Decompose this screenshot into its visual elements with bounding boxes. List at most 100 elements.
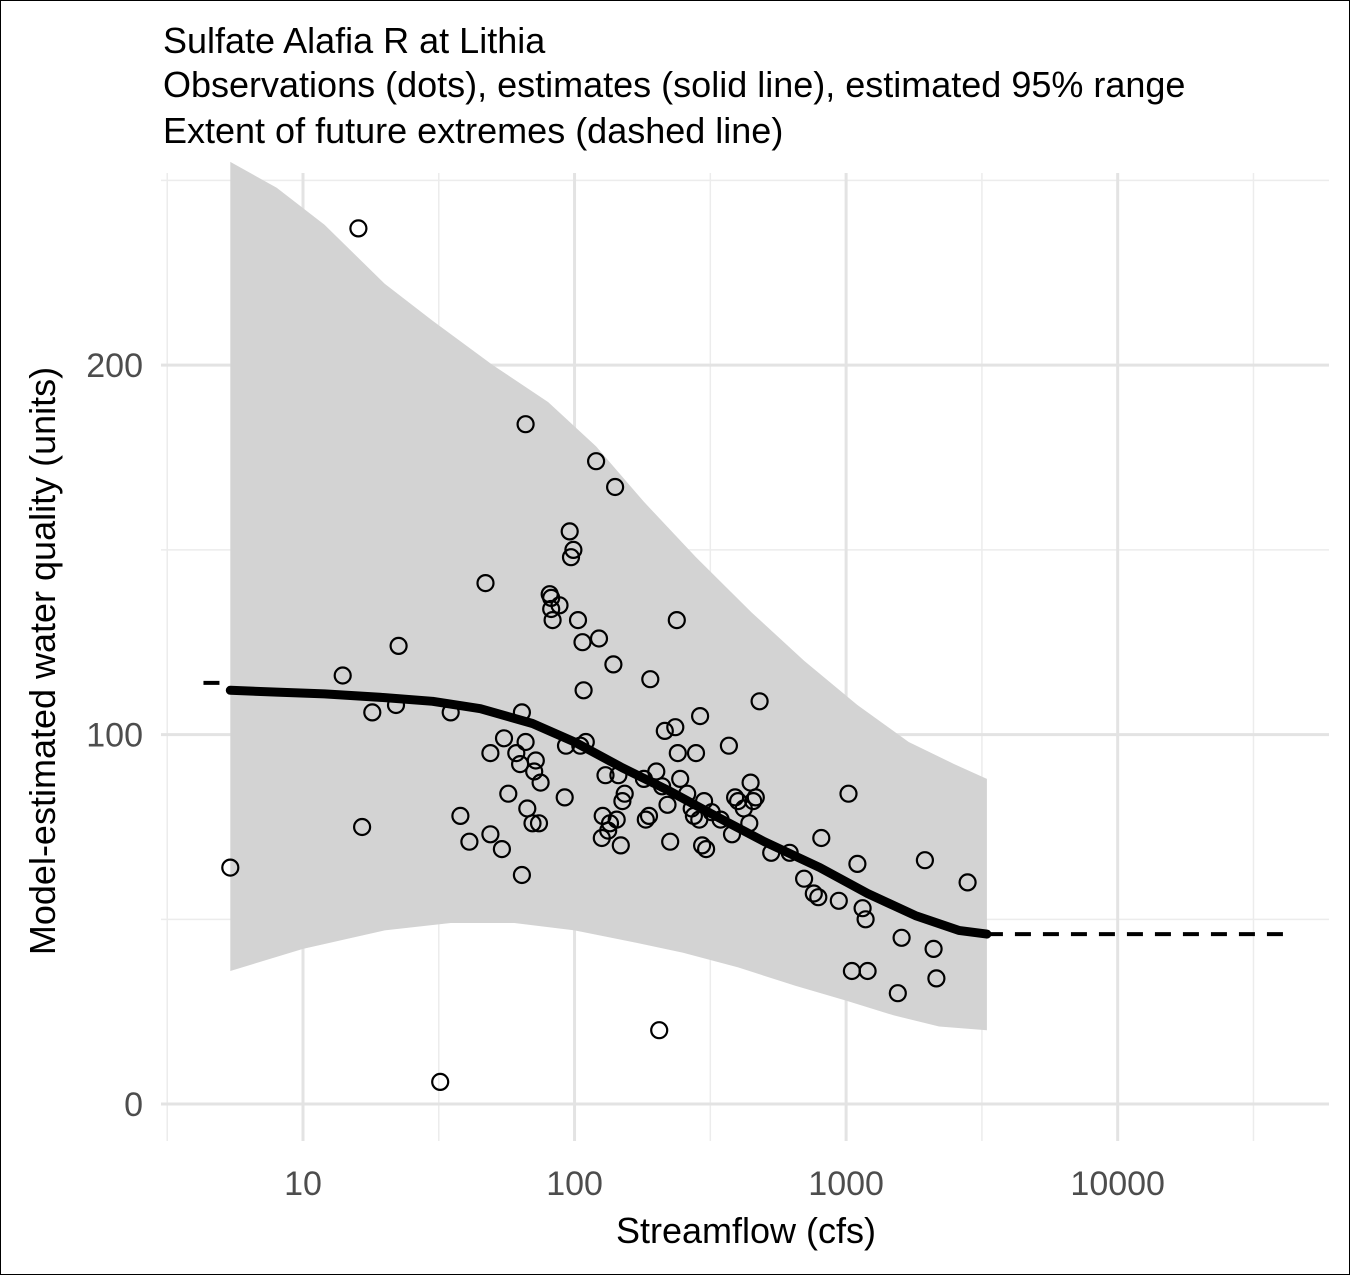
observation-point bbox=[609, 766, 628, 785]
observation-point bbox=[531, 773, 550, 792]
y-axis-title: Model-estimated water quality (units) bbox=[22, 367, 63, 955]
observation-point bbox=[476, 573, 495, 593]
observation-point bbox=[762, 843, 781, 862]
observation-point bbox=[639, 806, 659, 826]
observation-point bbox=[568, 610, 588, 630]
observation-point bbox=[915, 851, 935, 870]
observation-point bbox=[856, 910, 875, 929]
observation-point bbox=[958, 873, 977, 892]
observation-point bbox=[750, 692, 769, 711]
observation-point bbox=[333, 666, 352, 685]
observation-point bbox=[746, 788, 765, 807]
observation-point bbox=[611, 836, 630, 855]
observation-point bbox=[839, 784, 858, 803]
observation-point bbox=[451, 806, 470, 826]
observation-point bbox=[671, 769, 690, 789]
observation-point bbox=[556, 736, 576, 755]
observation-point bbox=[892, 928, 911, 947]
observation-point bbox=[507, 743, 526, 763]
observation-point bbox=[744, 791, 763, 811]
observation-point bbox=[516, 415, 535, 434]
observation-point bbox=[667, 610, 686, 630]
observation-point bbox=[431, 1072, 450, 1092]
observation-point bbox=[794, 869, 814, 888]
observation-point bbox=[512, 703, 532, 722]
chart-title-line-2: Observations (dots), estimates (solid li… bbox=[163, 64, 1185, 105]
observation-point bbox=[576, 732, 595, 752]
observation-point bbox=[924, 939, 943, 959]
observation-point bbox=[725, 788, 745, 807]
observation-point bbox=[573, 633, 592, 652]
observation-point bbox=[481, 825, 500, 844]
observations bbox=[221, 219, 977, 1092]
y-tick-label: 100 bbox=[86, 717, 143, 755]
observation-point bbox=[389, 636, 408, 656]
y-tick-label: 200 bbox=[86, 347, 143, 385]
observation-point bbox=[780, 843, 799, 862]
observation-point bbox=[722, 825, 742, 844]
observation-point bbox=[604, 655, 623, 674]
observation-point bbox=[641, 670, 660, 689]
observation-point bbox=[719, 736, 739, 755]
observation-point bbox=[574, 681, 593, 700]
observation-point bbox=[512, 865, 532, 885]
observation-point bbox=[542, 599, 561, 619]
observation-point bbox=[564, 540, 583, 560]
y-axis-ticks: 0 100 200 bbox=[86, 347, 143, 1124]
observation-point bbox=[690, 706, 710, 726]
future-extremes-dashed bbox=[203, 680, 1287, 937]
observation-point bbox=[605, 477, 625, 497]
observation-point bbox=[561, 548, 581, 567]
observation-point bbox=[481, 743, 500, 763]
observation-point bbox=[589, 629, 609, 648]
chart-title-line-1: Sulfate Alafia R at Lithia bbox=[163, 20, 546, 61]
observation-point bbox=[740, 814, 759, 833]
observation-point bbox=[586, 452, 606, 471]
observation-point bbox=[829, 891, 848, 910]
confidence-band-area bbox=[230, 161, 987, 1031]
x-tick-label: 10000 bbox=[1070, 1165, 1165, 1203]
chart-title-line-3: Extent of future extremes (dashed line) bbox=[163, 110, 783, 151]
observation-point bbox=[596, 766, 615, 785]
observation-point bbox=[658, 795, 677, 814]
observation-point bbox=[543, 610, 562, 630]
x-tick-label: 1000 bbox=[808, 1165, 884, 1203]
observation-point bbox=[349, 219, 368, 238]
observation-point bbox=[613, 791, 632, 811]
observation-point bbox=[516, 732, 535, 752]
x-tick-label: 10 bbox=[284, 1165, 322, 1203]
observation-point bbox=[684, 806, 704, 826]
observation-point bbox=[615, 784, 634, 803]
observation-point bbox=[353, 817, 372, 837]
x-axis-ticks: 10 100 1000 10000 bbox=[284, 1165, 1165, 1203]
observation-point bbox=[441, 703, 460, 722]
observation-point bbox=[560, 522, 579, 541]
observation-point bbox=[499, 784, 518, 803]
observation-point bbox=[858, 961, 877, 981]
observation-point bbox=[221, 858, 240, 877]
observation-point bbox=[927, 969, 946, 988]
observation-point bbox=[636, 810, 655, 829]
observation-point bbox=[696, 839, 716, 859]
confidence-band bbox=[230, 161, 987, 1031]
observation-point bbox=[812, 828, 831, 848]
observation-point bbox=[666, 718, 685, 737]
observation-point bbox=[668, 743, 687, 763]
observation-point bbox=[661, 832, 680, 851]
observation-point bbox=[804, 884, 823, 903]
observation-point bbox=[711, 810, 730, 829]
observation-point bbox=[492, 839, 511, 859]
observation-point bbox=[650, 1021, 669, 1040]
observation-point bbox=[655, 721, 674, 741]
observation-point bbox=[686, 743, 706, 763]
observation-point bbox=[494, 729, 514, 748]
x-tick-label: 100 bbox=[546, 1165, 603, 1203]
observation-point bbox=[848, 854, 867, 874]
observation-point bbox=[692, 836, 712, 855]
observation-point bbox=[555, 788, 574, 807]
observation-point bbox=[526, 751, 545, 770]
y-tick-label: 0 bbox=[124, 1086, 143, 1124]
observation-point bbox=[523, 814, 542, 833]
